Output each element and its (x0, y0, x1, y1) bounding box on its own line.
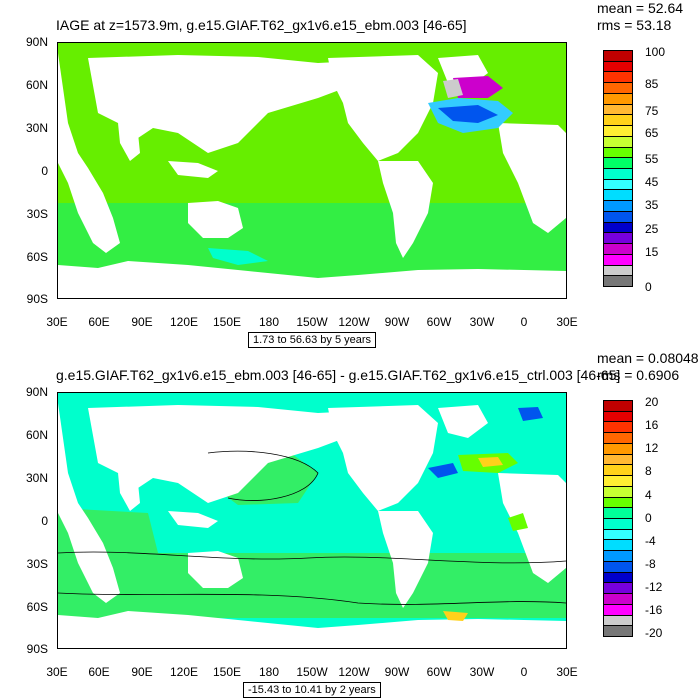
lon-tick: 120E (169, 665, 199, 679)
lat-tick: 90S (26, 292, 48, 306)
lon-tick: 30E (556, 665, 578, 679)
colorbar-label: 4 (645, 488, 652, 502)
colorbar-swatch (603, 625, 633, 637)
lon-tick: 150E (212, 665, 242, 679)
colorbar-label: 25 (645, 222, 659, 236)
colorbar-label: 55 (645, 152, 659, 166)
lat-tick: 90S (26, 642, 48, 656)
lat-tick: 60N (25, 78, 48, 92)
lon-tick: 90W (384, 665, 410, 679)
colorbar-label: -4 (645, 534, 656, 548)
colorbar (603, 400, 633, 637)
lon-tick: 120W (338, 665, 370, 679)
colorbar-label: 16 (645, 418, 659, 432)
lon-tick: 60W (426, 665, 452, 679)
colorbar-label: 75 (645, 104, 659, 118)
map-canvas (58, 43, 566, 298)
lat-tick: 60S (26, 250, 48, 264)
colorbar-label: 0 (645, 511, 652, 525)
lon-tick: 120E (169, 315, 199, 329)
colorbar-label: 45 (645, 175, 659, 189)
lon-tick: 180 (258, 315, 280, 329)
lon-tick: 90E (131, 665, 153, 679)
colorbar-label: -16 (645, 603, 663, 617)
lon-tick: 30W (469, 315, 495, 329)
colorbar-label: 0 (645, 280, 652, 294)
lon-tick: 150W (296, 315, 328, 329)
lat-tick: 30S (26, 557, 48, 571)
lon-tick: 150E (212, 315, 242, 329)
mean-stat: mean = 52.64 (597, 0, 684, 16)
colorbar-swatch (603, 275, 633, 287)
lon-tick: 30W (469, 665, 495, 679)
colorbar-label: 65 (645, 126, 659, 140)
colorbar-label: 85 (645, 77, 659, 91)
lat-tick: 60N (25, 428, 48, 442)
lon-tick: 90W (384, 315, 410, 329)
lon-tick: 120W (338, 315, 370, 329)
map-plot (57, 392, 567, 649)
colorbar-label: 20 (645, 395, 659, 409)
contour-info: 1.73 to 56.63 by 5 years (248, 332, 377, 348)
lat-tick: 30S (26, 207, 48, 221)
lon-tick: 60E (88, 315, 110, 329)
rms-stat: rms = 53.18 (597, 17, 672, 33)
mean-stat: mean = 0.08048 (597, 350, 699, 366)
panel-title: g.e15.GIAF.T62_gx1v6.e15_ebm.003 [46-65]… (56, 367, 621, 383)
lon-tick: 30E (46, 315, 68, 329)
lon-tick: 0 (520, 315, 528, 329)
lat-tick: 30N (25, 121, 48, 135)
lat-tick: 30N (25, 471, 48, 485)
map-canvas (58, 393, 566, 648)
colorbar-label: 15 (645, 245, 659, 259)
colorbar-label: -8 (645, 557, 656, 571)
colorbar-label: 8 (645, 464, 652, 478)
colorbar-label: 35 (645, 198, 659, 212)
lat-tick: 0 (41, 514, 48, 528)
lon-tick: 180 (258, 665, 280, 679)
lon-tick: 30E (46, 665, 68, 679)
colorbar-label: 12 (645, 441, 659, 455)
map-plot (57, 42, 567, 299)
contour-info: -15.43 to 10.41 by 2 years (243, 682, 381, 698)
lon-tick: 60E (88, 665, 110, 679)
colorbar-label: 100 (645, 45, 666, 59)
panel-title: IAGE at z=1573.9m, g.e15.GIAF.T62_gx1v6.… (56, 17, 467, 33)
lat-tick: 0 (41, 164, 48, 178)
lon-tick: 30E (556, 315, 578, 329)
colorbar-label: -20 (645, 626, 663, 640)
lat-tick: 90N (25, 35, 48, 49)
lon-tick: 150W (296, 665, 328, 679)
lon-tick: 90E (131, 315, 153, 329)
colorbar-label: -12 (645, 580, 663, 594)
lon-tick: 0 (520, 665, 528, 679)
lat-tick: 90N (25, 385, 48, 399)
colorbar (603, 50, 633, 287)
rms-stat: rms = 0.6906 (597, 367, 680, 383)
lon-tick: 60W (426, 315, 452, 329)
lat-tick: 60S (26, 600, 48, 614)
